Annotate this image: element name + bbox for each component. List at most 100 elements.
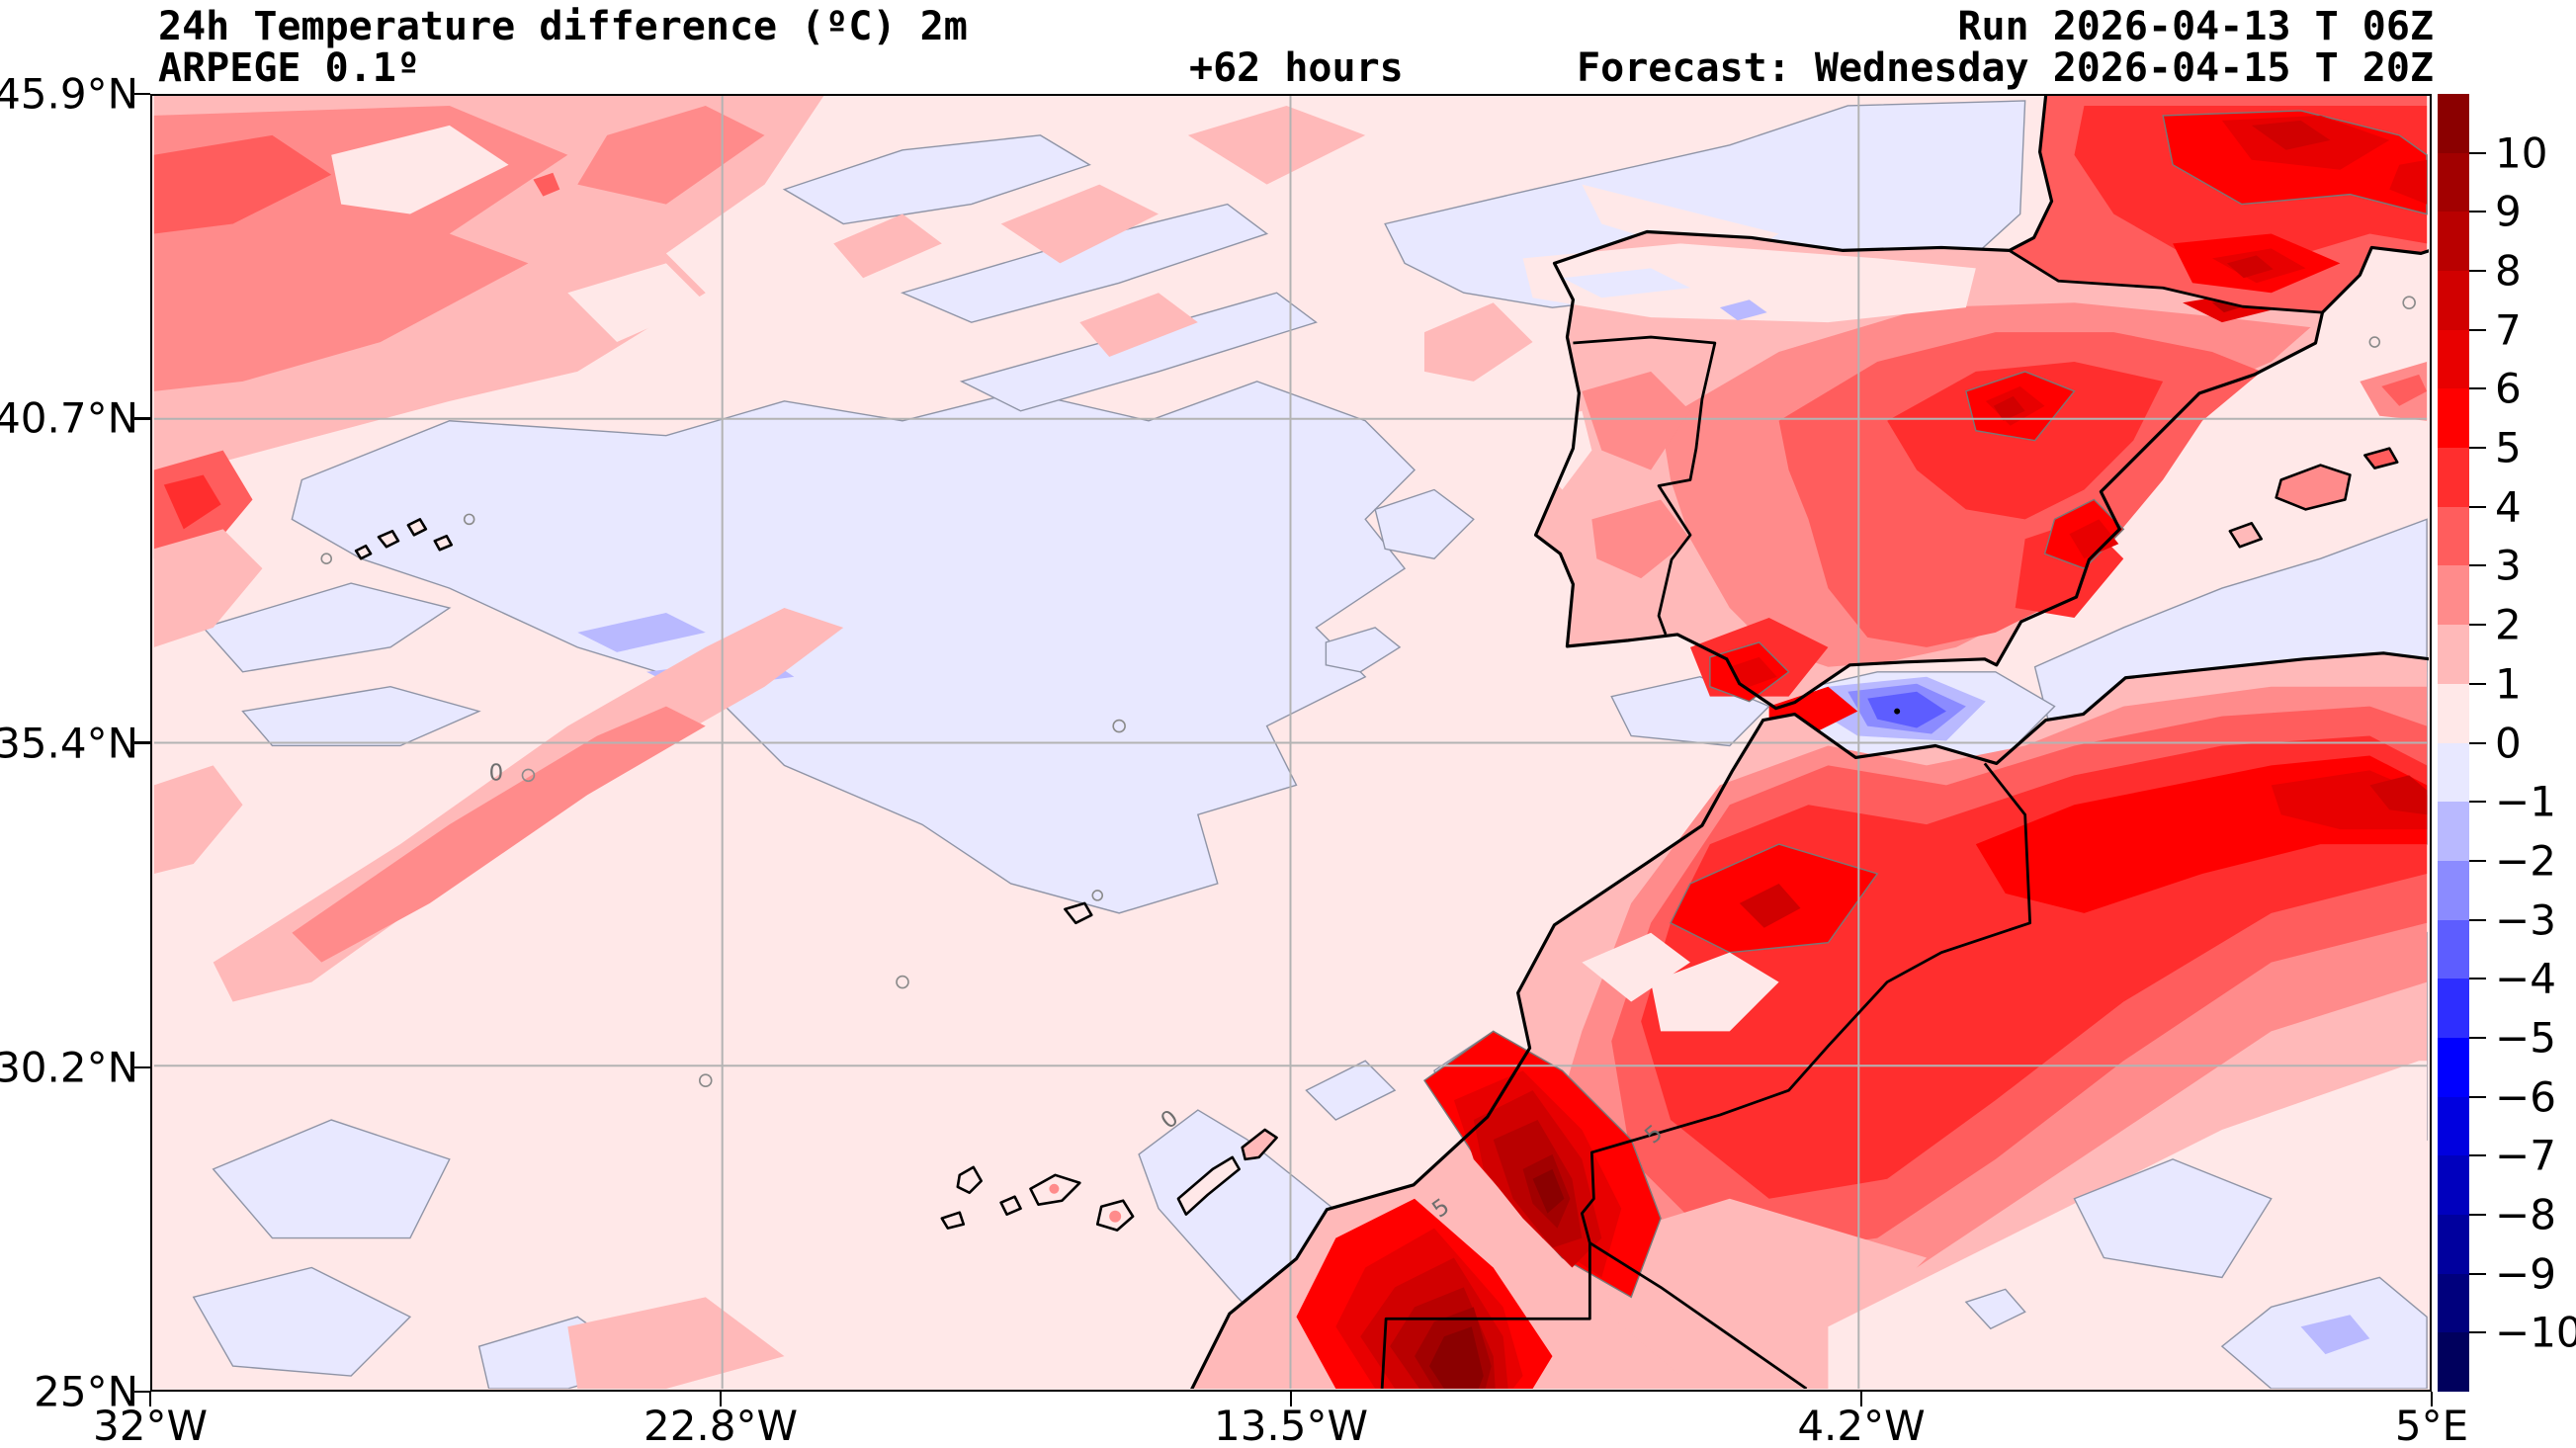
colorbar-tick-mark [2469, 151, 2486, 154]
menorca-island [2363, 447, 2399, 469]
morocco-algeria-border [1380, 762, 2032, 1389]
colorbar-tick-mark [2469, 859, 2486, 862]
colorbar-segment [2438, 1214, 2469, 1275]
x-tick-mark [1289, 1392, 1293, 1406]
colorbar-tick-label: 6 [2495, 364, 2522, 413]
tenerife-warm-spot [1049, 1183, 1060, 1194]
azores-island-1 [377, 530, 400, 549]
colorbar-tick-mark [2469, 447, 2486, 450]
colorbar-tick-mark [2469, 682, 2486, 685]
colorbar-segment [2438, 565, 2469, 626]
colorbar-tick-label: −9 [2495, 1249, 2556, 1299]
colorbar-tick-mark [2469, 564, 2486, 567]
azores-islet-2 [463, 513, 475, 526]
mallorca-island [2275, 464, 2352, 511]
colorbar-tick-mark [2469, 801, 2486, 804]
colorbar-segment [2438, 979, 2469, 1039]
lanzarote-island [1241, 1128, 1278, 1161]
colorbar-tick-mark [2469, 978, 2486, 980]
colorbar-segment [2438, 506, 2469, 566]
portugal-spain-border [1573, 335, 1717, 636]
colorbar-segment [2438, 860, 2469, 921]
ocean-contour-islet-3 [896, 975, 909, 989]
el-hierro-island [940, 1211, 966, 1230]
colorbar-tick-label: −3 [2495, 895, 2556, 945]
azores-island-3 [433, 535, 454, 552]
colorbar-tick-mark [2469, 918, 2486, 921]
colorbar-segment [2438, 1332, 2469, 1393]
map-canvas: 0 0 5 5 [153, 96, 2429, 1389]
colorbar-tick-mark [2469, 387, 2486, 390]
colorbar-segment [2438, 448, 2469, 508]
run-info-block: Run 2026-04-13 T 06Z Forecast: Wednesday … [1577, 6, 2434, 89]
colorbar-segment [2438, 388, 2469, 449]
algeria-mauritania-border [1589, 1241, 1808, 1389]
colorbar-tick-label: −5 [2495, 1013, 2556, 1063]
y-tick-mark [134, 92, 150, 96]
azores-island-4 [354, 544, 373, 560]
atlantic-positive-regions [153, 96, 1779, 1389]
x-tick-label: 5°E [2394, 1402, 2469, 1448]
la-gomera-island [999, 1195, 1022, 1216]
forecast-label: Forecast: Wednesday 2026-04-15 T 20Z [1577, 45, 2434, 91]
x-tick-mark [1859, 1392, 1863, 1406]
colorbar-tick-label: 3 [2495, 541, 2522, 590]
ocean-contour-islet-2 [1112, 719, 1126, 733]
map-plot-area: 0 0 5 5 [150, 94, 2432, 1392]
colorbar-segment [2438, 683, 2469, 743]
colorbar-segment [2438, 802, 2469, 862]
colorbar-tick-label: 2 [2495, 600, 2522, 649]
iberia-temperature-field [1522, 231, 2323, 736]
colorbar-tick-mark [2469, 328, 2486, 331]
colorbar-tick-label: 0 [2495, 719, 2522, 767]
y-tick-mark [134, 1390, 150, 1394]
islands [320, 296, 2416, 1232]
colorbar-segment [2438, 1037, 2469, 1098]
colorbar-segment [2438, 329, 2469, 389]
chart-title: 24h Temperature difference (ºC) 2m [158, 4, 968, 49]
colorbar-tick-mark [2469, 211, 2486, 213]
azores-islet [320, 553, 333, 564]
x-tick-mark [2430, 1392, 2434, 1406]
france-temperature-field [2009, 96, 2428, 421]
colorbar-tick-label: −8 [2495, 1190, 2556, 1239]
alboran-island [1894, 708, 1901, 715]
lead-time-label: +62 hours [1189, 45, 1404, 91]
colorbar-tick-mark [2469, 1213, 2486, 1216]
x-tick-mark [148, 1392, 152, 1406]
colorbar [2438, 94, 2469, 1393]
colorbar-tick-label: −2 [2495, 836, 2556, 886]
colorbar-tick-mark [2469, 1154, 2486, 1157]
colorbar-tick-label: −4 [2495, 954, 2556, 1003]
colorbar-tick-mark [2469, 1331, 2486, 1334]
x-tick-label: 4.2°W [1797, 1402, 1926, 1448]
colorbar-segment [2438, 1155, 2469, 1216]
colorbar-tick-label: 10 [2495, 128, 2548, 178]
x-tick-mark [719, 1392, 723, 1406]
colorbar-tick-label: 5 [2495, 423, 2522, 472]
colorbar-tick-label: −6 [2495, 1072, 2556, 1122]
colorbar-tick-label: 8 [2495, 246, 2522, 296]
gran-canaria-warm-spot [1109, 1210, 1122, 1223]
colorbar-tick-mark [2469, 1272, 2486, 1275]
colorbar-tick-label: −1 [2495, 777, 2556, 826]
colorbar-tick-mark [2469, 270, 2486, 273]
colorbar-tick-mark [2469, 1036, 2486, 1039]
x-tick-label: 22.8°W [643, 1402, 799, 1448]
x-tick-label: 32°W [93, 1402, 208, 1448]
coastlines [1190, 96, 2429, 1389]
madeira-island [1064, 901, 1093, 925]
y-tick-label: 45.9°N [0, 69, 138, 119]
colorbar-tick-mark [2469, 741, 2486, 744]
y-tick-mark [134, 417, 150, 420]
azores-island-2 [406, 518, 428, 537]
colorbar-tick-mark [2469, 1095, 2486, 1098]
porto-santo-island [1091, 890, 1104, 901]
riviera-islet-1 [2402, 296, 2416, 309]
colorbar-tick-label: −10 [2495, 1308, 2576, 1357]
y-tick-label: 40.7°N [0, 393, 138, 443]
colorbar-tick-label: 9 [2495, 187, 2522, 236]
contour-label-0a: 0 [489, 760, 504, 786]
y-tick-mark [134, 741, 150, 744]
